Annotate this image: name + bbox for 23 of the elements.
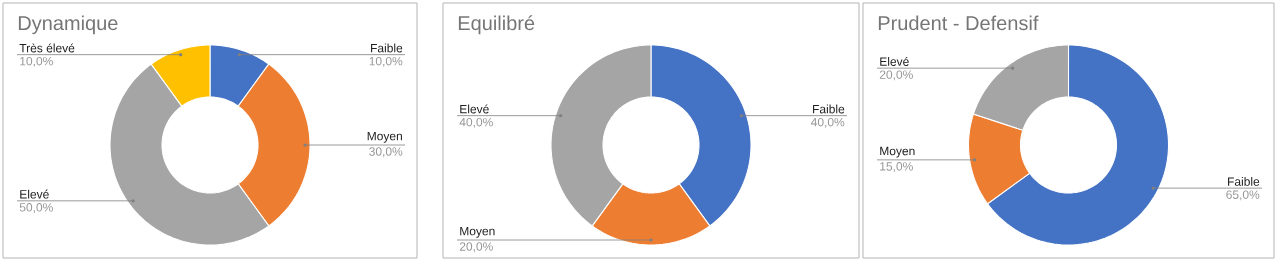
slice-label: Faible — [1228, 177, 1260, 186]
chart-title: Equilibré — [458, 15, 535, 35]
data-label: 30,0% — [369, 147, 403, 158]
slice-label: Faible — [813, 104, 845, 114]
data-label: 40,0% — [810, 117, 845, 128]
data-label: 20,0% — [459, 242, 493, 253]
data-label: 15,0% — [880, 162, 913, 173]
data-label: 65,0% — [1226, 190, 1260, 201]
data-label: 40,0% — [459, 117, 493, 128]
slice-label: Faible — [371, 43, 403, 53]
slice-label: Moyen — [367, 131, 402, 143]
data-label: 10,0% — [369, 56, 403, 67]
data-label: 10,0% — [20, 56, 53, 67]
chart-title: Dynamique — [18, 15, 118, 35]
data-label: 20,0% — [879, 70, 913, 81]
slice-label: Elevé — [20, 189, 49, 199]
slice-label: Elevé — [460, 104, 489, 114]
chart-title: Prudent - Defensif — [878, 15, 1039, 31]
slice-label: Moyen — [460, 226, 495, 238]
slice-label: Très élevé — [19, 43, 75, 53]
slice-label: Elevé — [880, 56, 909, 66]
slice-label: Moyen — [880, 146, 915, 158]
data-label: 50,0% — [19, 203, 53, 214]
